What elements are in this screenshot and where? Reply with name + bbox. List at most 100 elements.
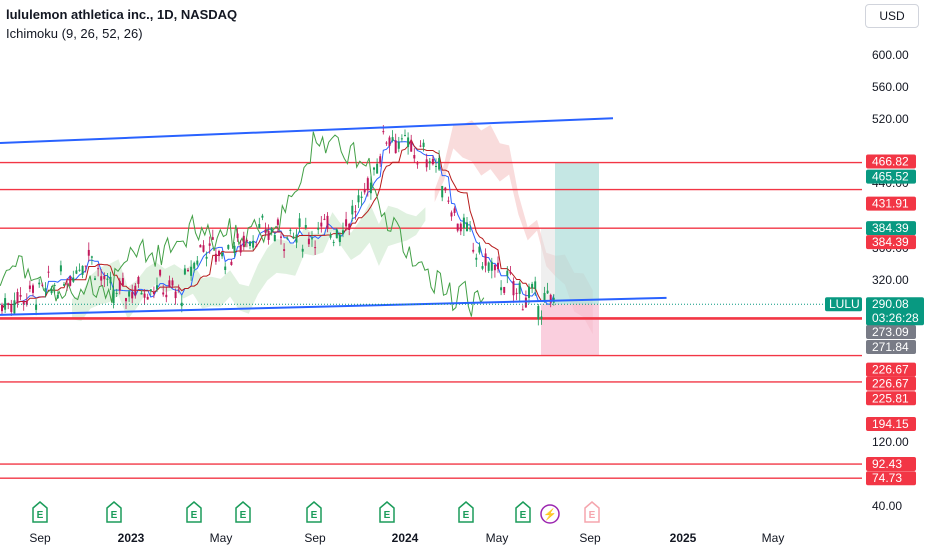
earnings-markers: E E E E E E E E ⚡ E: [32, 501, 600, 524]
candle-body: [441, 186, 444, 198]
candle-body: [466, 222, 468, 232]
candle-body: [7, 303, 10, 306]
candle-body: [10, 304, 13, 312]
candle-body: [469, 228, 472, 230]
price-badge: [866, 196, 916, 211]
candle-body: [500, 287, 503, 291]
candle-body: [435, 165, 437, 167]
price-badge-label: 466.82: [872, 155, 909, 169]
candle-body: [171, 280, 174, 286]
candle-body: [531, 283, 534, 289]
candle-body: [156, 285, 158, 289]
price-badge: [866, 154, 916, 169]
earnings-marker: [32, 501, 48, 523]
earnings-marker-label: E: [520, 510, 527, 521]
currency-button[interactable]: USD: [865, 4, 919, 28]
candle-body: [202, 245, 205, 252]
candle-body: [196, 260, 199, 265]
candle-body: [180, 302, 183, 307]
candle-body: [416, 163, 419, 165]
candle-body: [183, 268, 186, 275]
time-tick-label: Sep: [579, 531, 601, 545]
time-tick-label: May: [210, 531, 233, 545]
candle-body: [162, 292, 165, 295]
candle-body: [382, 131, 385, 133]
horizontal-levels: [0, 161, 862, 479]
dividend-marker: [540, 504, 560, 524]
price-badge-label: 271.84: [872, 340, 909, 354]
candle-body: [537, 306, 540, 320]
time-tick-label: 2025: [670, 531, 697, 545]
trendline: [0, 296, 667, 316]
candle-body: [84, 265, 87, 267]
price-axis: 600.00560.00520.00440.00360.00320.00120.…: [872, 48, 909, 513]
symbol-tag-label: LULU: [829, 297, 860, 311]
candle-body: [174, 291, 177, 299]
last-price-tag: [866, 297, 924, 326]
price-badge-label: 225.81: [872, 391, 909, 405]
candle-body: [528, 286, 530, 298]
candle-body: [44, 288, 47, 291]
time-tick-label: 2023: [118, 531, 145, 545]
candle-body: [280, 236, 282, 238]
candle-body: [199, 244, 202, 248]
earnings-marker-label: E: [240, 510, 247, 521]
earnings-marker-label: E: [384, 510, 391, 521]
candle-body: [540, 316, 543, 319]
price-badge-label: 226.67: [872, 363, 909, 377]
candle-body: [1, 304, 3, 312]
candle-body: [137, 276, 140, 284]
symbol-tag: [825, 297, 862, 312]
candle-body: [4, 298, 7, 310]
candle-body: [447, 200, 450, 202]
price-badge: [866, 324, 916, 339]
countdown-label: 03:26:28: [872, 311, 919, 325]
candle-body: [252, 241, 255, 248]
candle-body: [363, 189, 366, 193]
candle-body: [438, 158, 441, 170]
candle-body: [509, 272, 512, 274]
candle-body: [50, 288, 53, 294]
candle-body: [56, 294, 59, 299]
price-badge-label: 384.39: [872, 221, 909, 235]
candle-body: [311, 238, 313, 240]
candle-body: [379, 156, 382, 164]
price-badge: [866, 340, 916, 355]
candle-body: [373, 167, 375, 170]
candle-body: [236, 233, 239, 239]
candle-body: [289, 229, 292, 231]
candle-body: [131, 292, 134, 299]
candle-body: [431, 158, 434, 165]
price-badge-label: 194.15: [872, 417, 909, 431]
candle-body: [407, 137, 410, 147]
price-badge-label: 74.73: [872, 471, 902, 485]
candle-body: [472, 249, 475, 252]
candle-body: [534, 281, 537, 290]
candle-body: [239, 244, 242, 253]
candle-body: [38, 282, 41, 285]
candle-body: [146, 296, 149, 300]
candle-body: [227, 245, 230, 249]
indicator-legend[interactable]: Ichimoku (9, 26, 52, 26): [6, 26, 143, 41]
earnings-marker-label: E: [311, 510, 318, 521]
candle-body: [218, 250, 220, 257]
candle-body: [242, 235, 245, 247]
candle-body: [323, 218, 326, 220]
price-tick-label: 560.00: [872, 80, 909, 94]
trendline: [0, 117, 614, 144]
candle-body: [404, 135, 406, 137]
candle-body: [543, 292, 546, 301]
chart-title: lululemon athletica inc., 1D, NASDAQ: [6, 7, 238, 22]
candle-body: [112, 290, 115, 304]
price-badge: [866, 471, 916, 486]
time-tick-label: May: [762, 531, 785, 545]
candle-body: [286, 237, 289, 239]
price-badges: 466.82465.52431.91384.39384.39273.29273.…: [825, 154, 924, 486]
price-badge-label: 465.52: [872, 170, 909, 184]
history-zone: [541, 228, 555, 305]
candle-body: [301, 248, 304, 252]
candle-body: [94, 278, 96, 280]
candle-body: [97, 268, 100, 270]
earnings-marker-label: E: [463, 510, 470, 521]
